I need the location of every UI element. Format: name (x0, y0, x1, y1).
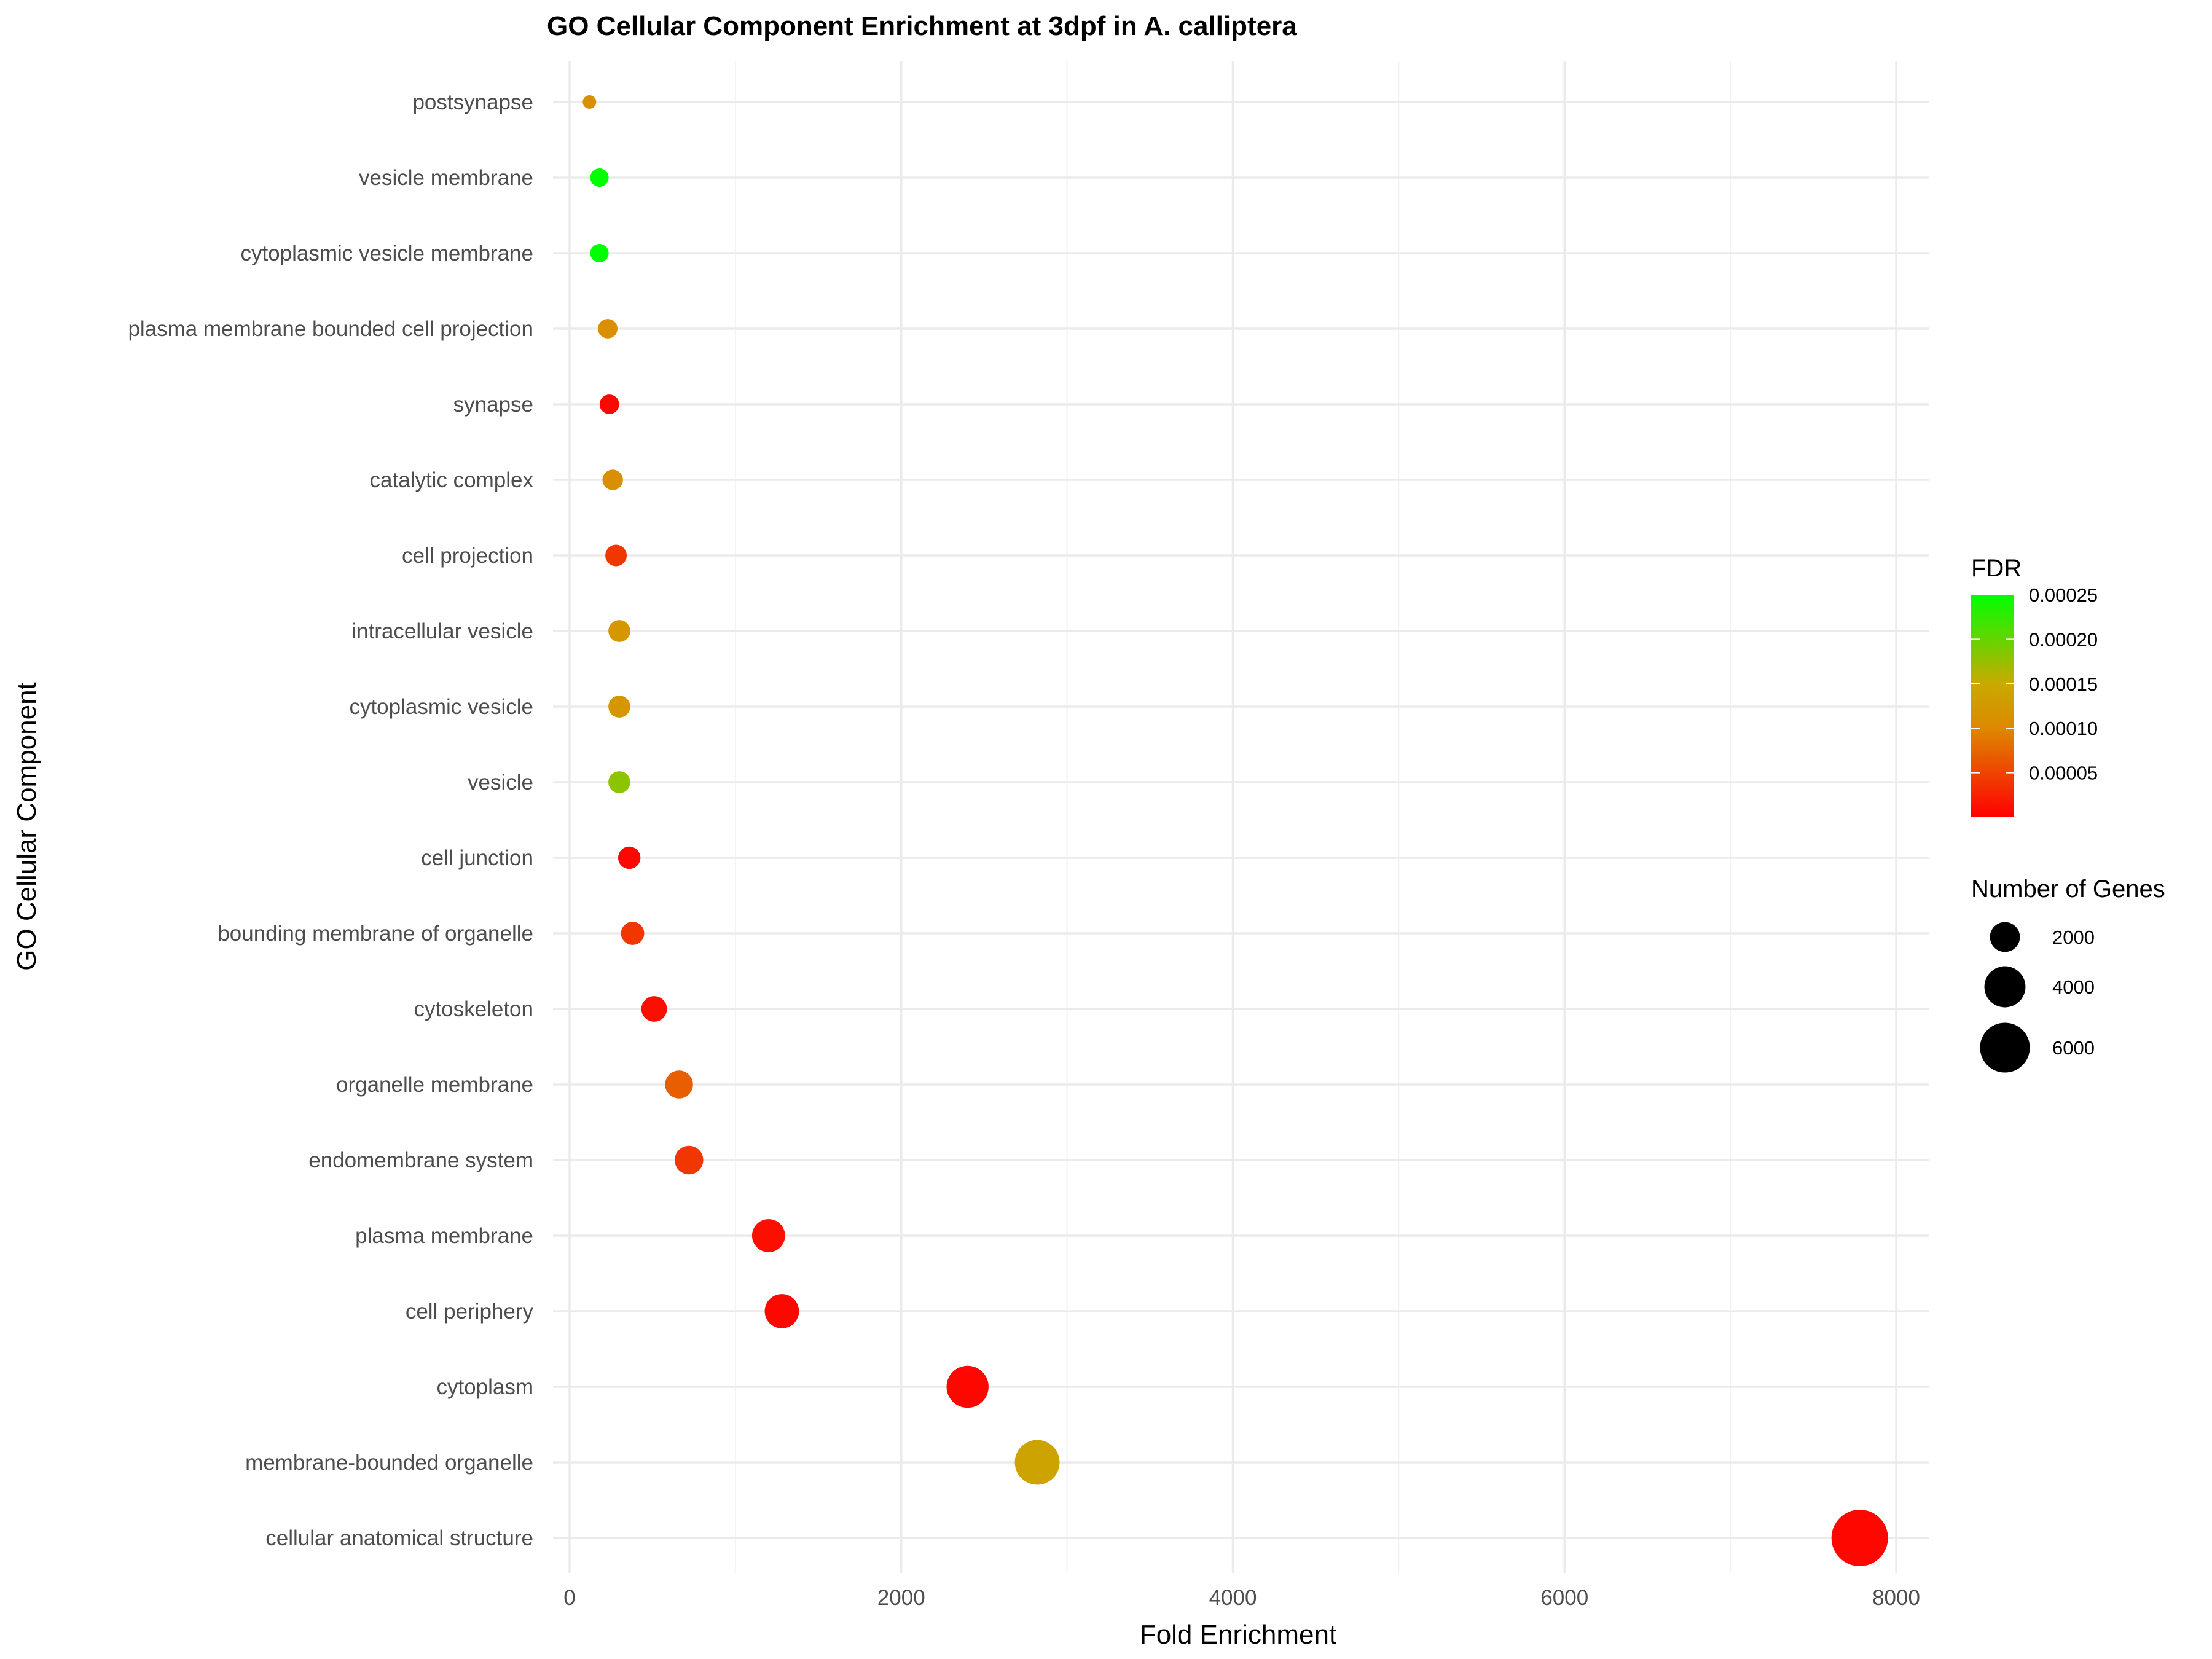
fdr-tick-label: 0.00010 (2029, 718, 2098, 739)
y-tick-label: postsynapse (412, 90, 533, 114)
y-tick-label: vesicle (468, 771, 533, 794)
x-tick-label: 4000 (1209, 1586, 1257, 1610)
data-point (946, 1365, 989, 1408)
fdr-tick-label: 0.00020 (2029, 629, 2098, 650)
y-tick-label: cytoplasm (436, 1375, 533, 1399)
genes-legend-key (1990, 922, 2020, 952)
genes-legend-label: 2000 (2052, 927, 2095, 948)
y-tick-label: membrane-bounded organelle (245, 1451, 533, 1475)
data-point (598, 319, 618, 339)
x-tick-labels: 0 2000 4000 6000 8000 (563, 1586, 1920, 1610)
genes-legend-items: 2000 4000 6000 (1980, 922, 2095, 1073)
minor-gridlines (734, 61, 1732, 1573)
data-points (582, 95, 1888, 1566)
y-tick-label: vesicle membrane (359, 166, 533, 190)
fdr-tick-label: 0.00015 (2029, 673, 2098, 695)
x-tick-label: 2000 (877, 1586, 925, 1610)
genes-legend-key (1984, 966, 2026, 1008)
y-tick-label: cell junction (421, 846, 533, 870)
data-point (1014, 1440, 1060, 1485)
data-point (608, 696, 630, 718)
y-tick-label: cell periphery (406, 1300, 534, 1324)
data-point (590, 168, 609, 187)
data-point (599, 394, 619, 414)
fdr-tick-label: 0.00005 (2029, 763, 2098, 784)
data-point (641, 996, 667, 1022)
genes-legend-title: Number of Genes (1971, 876, 2165, 903)
y-tick-label: intracellular vesicle (351, 619, 533, 643)
data-point (608, 620, 630, 642)
y-axis-label: GO Cellular Component (12, 682, 42, 971)
fdr-tick-label: 0.00025 (2029, 584, 2098, 606)
y-tick-label: synapse (453, 393, 533, 417)
y-tick-label: bounding membrane of organelle (218, 922, 533, 946)
y-tick-label: cytoplasmic vesicle (349, 695, 533, 719)
x-tick-label: 0 (563, 1586, 575, 1610)
data-point (582, 95, 597, 109)
data-point (764, 1294, 799, 1328)
y-tick-label: cytoplasmic vesicle membrane (240, 241, 533, 265)
genes-legend-key (1980, 1022, 2030, 1073)
y-tick-label: cytoskeleton (414, 997, 533, 1021)
data-point (602, 469, 623, 490)
x-tick-label: 6000 (1540, 1586, 1588, 1610)
fdr-colorbar (1971, 595, 2014, 817)
data-point (605, 544, 627, 567)
y-tick-label: plasma membrane bounded cell projection (128, 317, 533, 341)
y-tick-label: organelle membrane (336, 1073, 533, 1097)
y-tick-label: endomembrane system (308, 1148, 533, 1172)
data-point (665, 1070, 693, 1099)
data-point (590, 243, 609, 263)
y-tick-label: cell projection (402, 544, 533, 568)
data-point (618, 846, 641, 869)
fdr-legend: FDR 0.00005 0.00010 0.00015 0.00020 0.00025 (1971, 555, 2098, 817)
genes-legend: Number of Genes 2000 4000 6000 (1971, 876, 2165, 1073)
fdr-legend-ticks: 0.00005 0.00010 0.00015 0.00020 0.00025 (1971, 584, 2098, 784)
y-tick-labels: postsynapse vesicle membrane cytoplasmic v… (128, 90, 533, 1550)
data-point (608, 771, 630, 793)
genes-legend-label: 6000 (2052, 1037, 2095, 1059)
x-tick-label: 8000 (1872, 1586, 1920, 1610)
x-axis-label: Fold Enrichment (1140, 1620, 1336, 1650)
data-point (751, 1219, 785, 1252)
data-point (621, 922, 645, 945)
major-gridlines (553, 61, 1929, 1573)
y-tick-label: plasma membrane (355, 1224, 533, 1248)
y-tick-label: catalytic complex (370, 468, 534, 492)
genes-legend-label: 4000 (2052, 976, 2095, 998)
y-tick-label: cellular anatomical structure (265, 1526, 533, 1550)
fdr-legend-title: FDR (1971, 555, 2022, 582)
chart-title: GO Cellular Component Enrichment at 3dpf… (547, 11, 1297, 41)
data-point (675, 1145, 704, 1175)
data-point (1831, 1510, 1888, 1566)
